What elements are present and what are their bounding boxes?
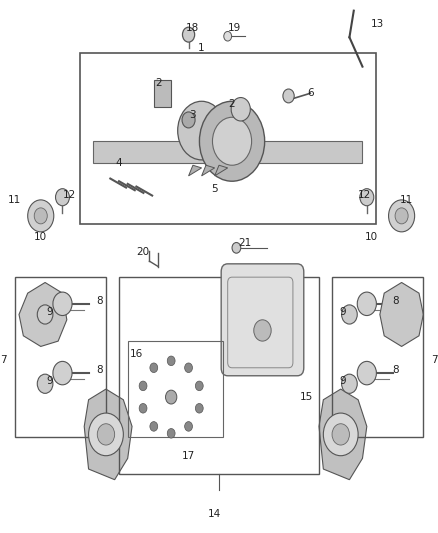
Circle shape: [139, 381, 147, 391]
Text: 17: 17: [182, 451, 195, 461]
Circle shape: [34, 208, 47, 224]
Text: 8: 8: [96, 296, 103, 306]
Circle shape: [195, 403, 203, 413]
FancyBboxPatch shape: [221, 264, 304, 376]
Circle shape: [166, 390, 177, 404]
Circle shape: [360, 189, 374, 206]
Circle shape: [185, 422, 192, 431]
Circle shape: [185, 363, 192, 373]
Circle shape: [37, 374, 53, 393]
Circle shape: [395, 208, 408, 224]
Polygon shape: [319, 389, 367, 480]
Text: 9: 9: [339, 376, 346, 386]
Circle shape: [182, 112, 195, 128]
Circle shape: [199, 101, 265, 181]
Text: 1: 1: [198, 43, 205, 53]
Polygon shape: [201, 165, 215, 176]
Circle shape: [195, 381, 203, 391]
Text: 8: 8: [96, 366, 103, 375]
Polygon shape: [215, 165, 228, 176]
Text: 11: 11: [399, 195, 413, 205]
Circle shape: [332, 424, 350, 445]
Bar: [14, 277, 106, 437]
Circle shape: [53, 292, 72, 316]
Text: 9: 9: [339, 307, 346, 317]
Polygon shape: [380, 282, 424, 346]
Bar: [80, 53, 375, 224]
Text: 5: 5: [212, 184, 218, 194]
Circle shape: [389, 200, 415, 232]
Circle shape: [88, 413, 124, 456]
Text: 9: 9: [46, 307, 53, 317]
Circle shape: [212, 117, 251, 165]
Circle shape: [139, 403, 147, 413]
Circle shape: [150, 363, 158, 373]
Text: 7: 7: [431, 355, 438, 365]
Circle shape: [342, 374, 357, 393]
Text: 2: 2: [155, 78, 162, 87]
Text: 16: 16: [130, 350, 143, 359]
Text: 9: 9: [46, 376, 53, 386]
Bar: [119, 277, 319, 474]
Circle shape: [37, 305, 53, 324]
Bar: [93, 141, 363, 163]
Text: 10: 10: [34, 232, 47, 242]
Circle shape: [28, 200, 54, 232]
Circle shape: [167, 429, 175, 438]
Circle shape: [357, 361, 376, 385]
Polygon shape: [189, 165, 201, 176]
Text: 19: 19: [228, 23, 241, 33]
Text: 13: 13: [371, 19, 384, 29]
Text: 6: 6: [307, 88, 314, 98]
Circle shape: [56, 189, 70, 206]
Text: 8: 8: [392, 366, 399, 375]
Text: 20: 20: [136, 247, 149, 256]
Circle shape: [283, 89, 294, 103]
Text: 12: 12: [358, 190, 371, 199]
Circle shape: [97, 424, 115, 445]
Circle shape: [231, 98, 250, 121]
Circle shape: [232, 243, 241, 253]
Circle shape: [150, 422, 158, 431]
Text: 7: 7: [0, 355, 7, 365]
Text: 12: 12: [62, 190, 76, 199]
Circle shape: [167, 356, 175, 366]
Circle shape: [53, 361, 72, 385]
Polygon shape: [19, 282, 67, 346]
Bar: [332, 277, 424, 437]
Text: 10: 10: [364, 232, 378, 242]
Text: 18: 18: [186, 23, 200, 33]
Polygon shape: [84, 389, 132, 480]
Circle shape: [342, 305, 357, 324]
Bar: [128, 341, 223, 437]
Text: 11: 11: [8, 195, 21, 205]
Bar: [154, 80, 171, 107]
Circle shape: [224, 31, 232, 41]
Text: 21: 21: [238, 238, 252, 247]
Text: 2: 2: [229, 99, 235, 109]
Text: 4: 4: [116, 158, 122, 167]
Circle shape: [357, 292, 376, 316]
Circle shape: [178, 101, 226, 160]
Text: 15: 15: [299, 392, 313, 402]
Text: 14: 14: [208, 510, 221, 519]
Circle shape: [254, 320, 271, 341]
Text: 8: 8: [392, 296, 399, 306]
Circle shape: [323, 413, 358, 456]
Circle shape: [183, 27, 194, 42]
Text: 3: 3: [190, 110, 196, 119]
